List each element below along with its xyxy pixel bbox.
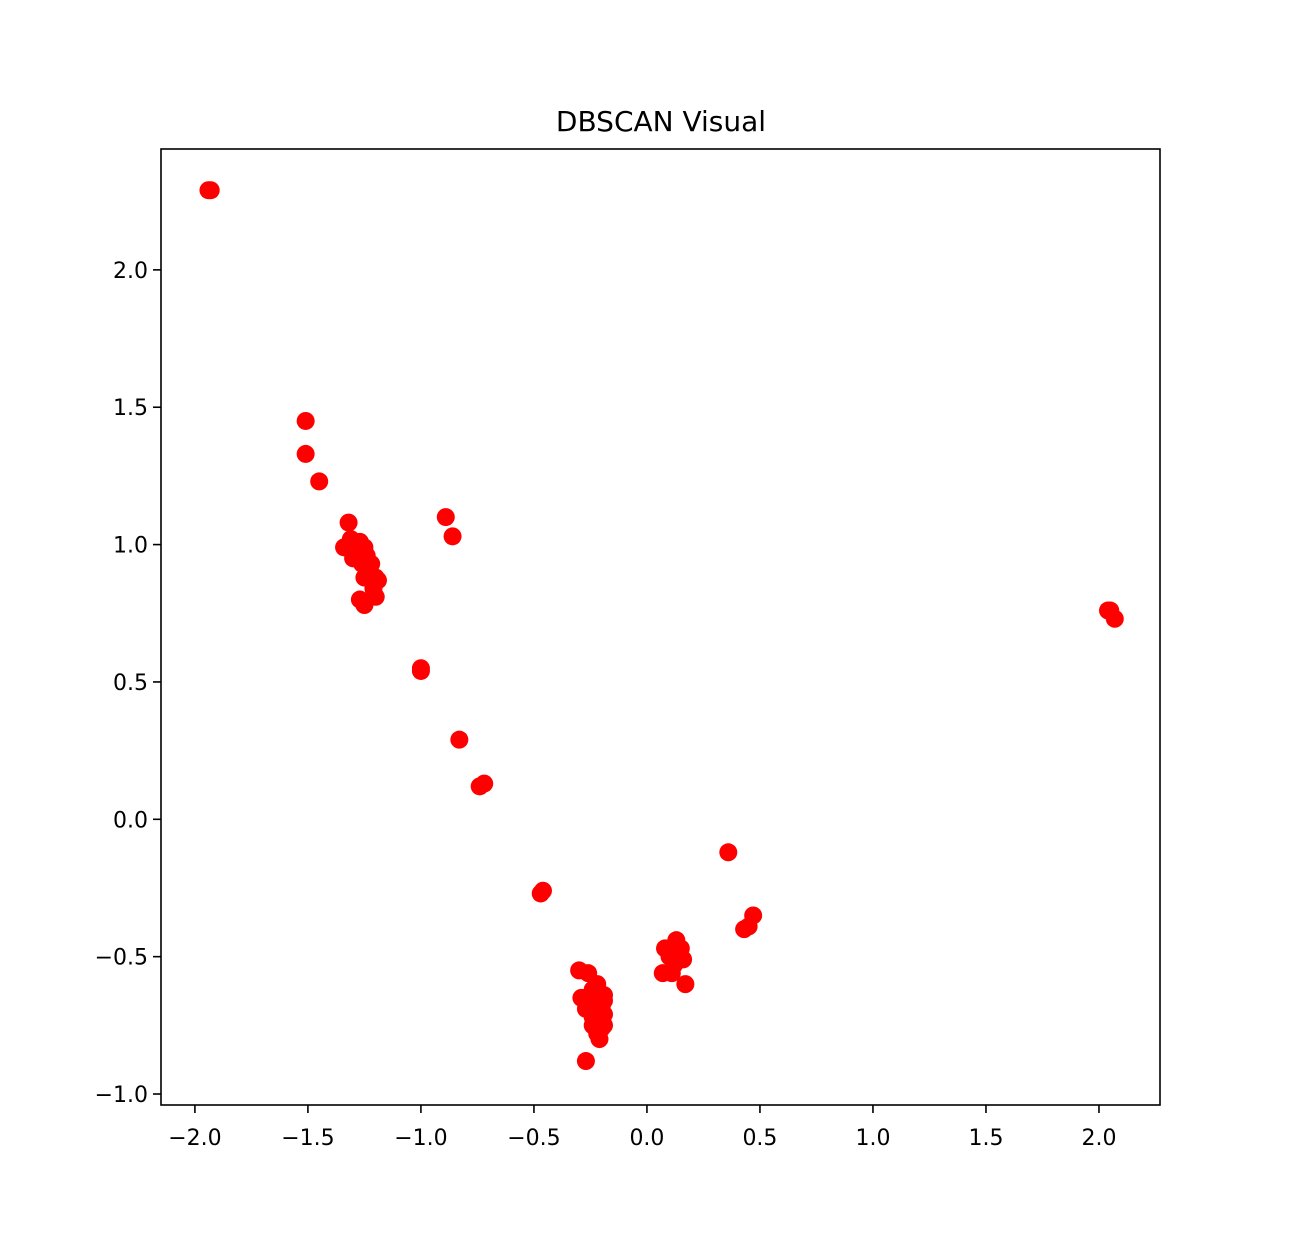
y-tick-label: 0.5: [113, 671, 148, 696]
y-tick-label: 0.0: [113, 808, 148, 833]
data-point: [411, 661, 430, 680]
y-tick-label: −0.5: [95, 946, 148, 971]
x-tick-label: 0.5: [742, 1126, 777, 1151]
y-tick-label: −1.0: [95, 1083, 148, 1108]
data-point: [590, 1030, 609, 1049]
data-point: [676, 975, 695, 994]
data-point: [1105, 609, 1124, 628]
y-tick-label: 1.5: [113, 396, 148, 421]
x-tick-label: 0.0: [629, 1126, 664, 1151]
x-tick-label: −2.0: [168, 1126, 221, 1151]
data-point: [339, 513, 358, 532]
data-point: [533, 881, 552, 900]
data-point: [744, 906, 763, 925]
data-point: [296, 444, 315, 463]
y-tick-label: 1.0: [113, 534, 148, 559]
data-point: [450, 730, 469, 749]
plot-frame: [160, 148, 1161, 1106]
data-point: [201, 181, 220, 200]
data-point: [296, 411, 315, 430]
x-axis: −2.0 −1.5 −1.0 −0.5 0.0 0.5 1.0 1.5 2.0: [168, 1105, 1116, 1151]
y-tick-label: 2.0: [113, 259, 148, 284]
data-point: [576, 1052, 595, 1071]
x-tick-label: −1.5: [281, 1126, 334, 1151]
x-tick-label: 1.0: [855, 1126, 890, 1151]
data-point: [443, 527, 462, 546]
y-axis: −1.0 −0.5 0.0 0.5 1.0 1.5 2.0: [95, 259, 161, 1108]
data-point: [436, 508, 455, 527]
x-tick-label: −0.5: [507, 1126, 560, 1151]
x-tick-label: 1.5: [968, 1126, 1003, 1151]
data-point: [475, 774, 494, 793]
x-tick-label: 2.0: [1081, 1126, 1116, 1151]
points-layer: [199, 181, 1124, 1071]
x-tick-label: −1.0: [394, 1126, 447, 1151]
data-point: [310, 472, 329, 491]
chart-title: DBSCAN Visual: [556, 105, 766, 138]
data-point: [662, 964, 681, 983]
data-point: [355, 596, 374, 615]
data-point: [719, 843, 738, 862]
